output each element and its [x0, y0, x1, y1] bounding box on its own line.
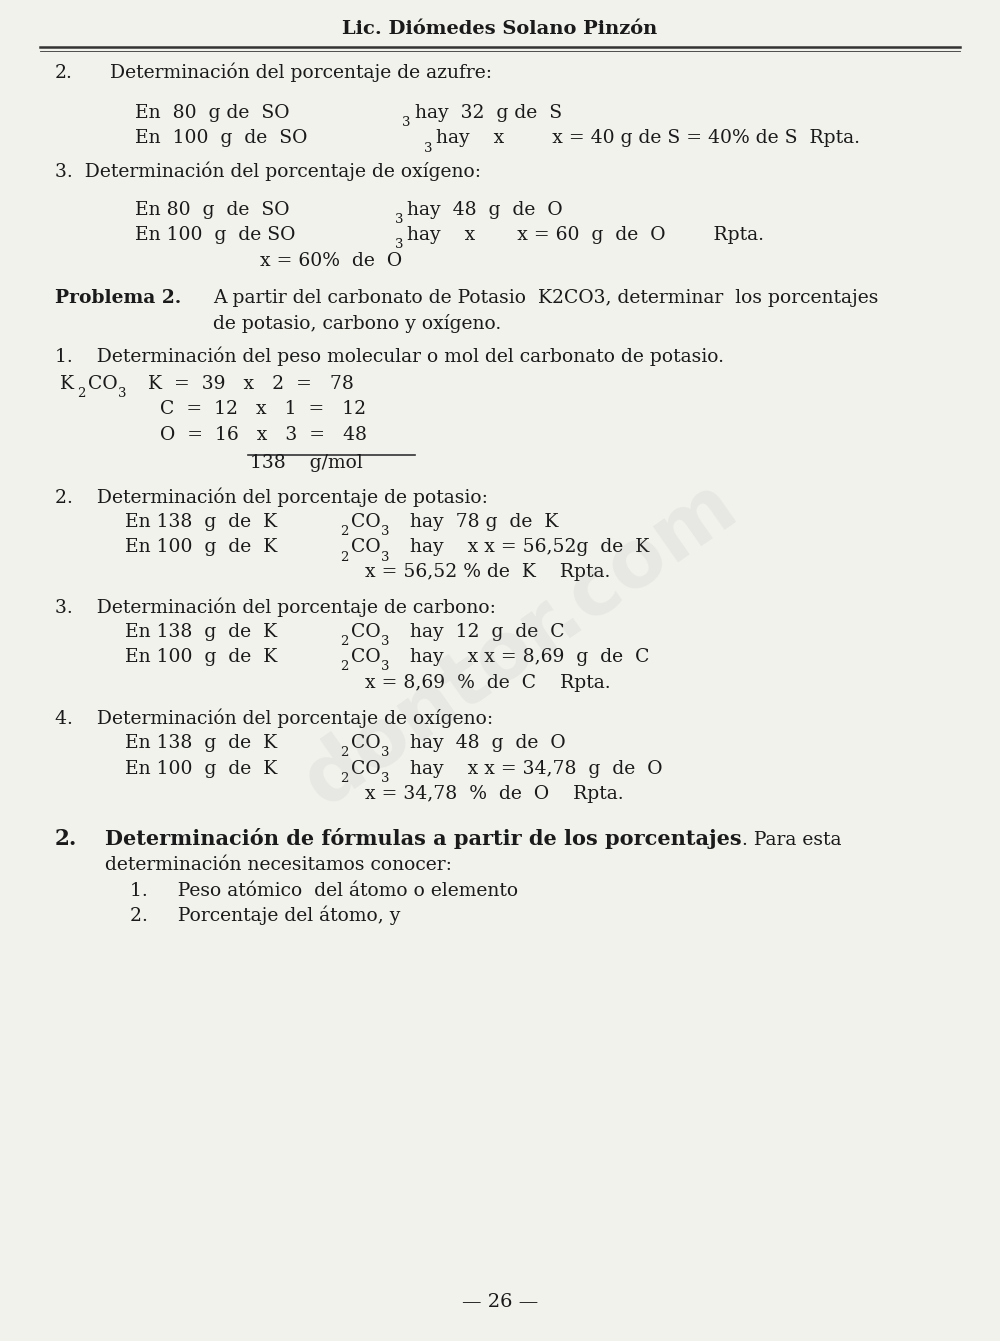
Text: Determinación del porcentaje de azufre:: Determinación del porcentaje de azufre:	[110, 62, 492, 82]
Text: 3.    Determinación del porcentaje de carbono:: 3. Determinación del porcentaje de carbo…	[55, 597, 496, 617]
Text: — 26 —: — 26 —	[462, 1294, 538, 1311]
Text: CO: CO	[351, 735, 381, 752]
Text: 2: 2	[340, 747, 348, 759]
Text: CO: CO	[351, 624, 381, 641]
Text: En 80  g  de  SO: En 80 g de SO	[135, 201, 290, 219]
Text: 2: 2	[340, 661, 348, 673]
Text: 2.: 2.	[55, 827, 77, 850]
Text: Problema 2.: Problema 2.	[55, 290, 181, 307]
Text: K: K	[60, 375, 74, 393]
Text: 3: 3	[381, 526, 390, 538]
Text: 2: 2	[77, 388, 85, 400]
Text: hay  78 g  de  K: hay 78 g de K	[392, 514, 558, 531]
Text: 3: 3	[381, 772, 390, 784]
Text: 3: 3	[395, 239, 404, 251]
Text: C  =  12   x   1  =   12: C = 12 x 1 = 12	[160, 401, 366, 418]
Text: hay  12  g  de  C: hay 12 g de C	[392, 624, 565, 641]
Text: hay    x        x = 40 g de S = 40% de S  Rpta.: hay x x = 40 g de S = 40% de S Rpta.	[436, 130, 860, 148]
Text: 3: 3	[381, 551, 390, 563]
Text: En 100  g  de  K: En 100 g de K	[125, 760, 277, 778]
Text: x = 56,52 % de  K    Rpta.: x = 56,52 % de K Rpta.	[365, 563, 610, 581]
Text: hay  48  g  de  O: hay 48 g de O	[392, 735, 566, 752]
Text: . Para esta: . Para esta	[742, 831, 842, 849]
Text: En 138  g  de  K: En 138 g de K	[125, 514, 277, 531]
Text: hay  32  g de  S: hay 32 g de S	[415, 105, 562, 122]
Text: CO: CO	[351, 514, 381, 531]
Text: hay    x x = 8,69  g  de  C: hay x x = 8,69 g de C	[392, 649, 650, 666]
Text: 1.    Determinación del peso molecular o mol del carbonato de potasio.: 1. Determinación del peso molecular o mo…	[55, 346, 724, 366]
Text: 2: 2	[340, 636, 348, 648]
Text: K  =  39   x   2  =   78: K = 39 x 2 = 78	[130, 375, 354, 393]
Text: 3.  Determinación del porcentaje de oxígeno:: 3. Determinación del porcentaje de oxíge…	[55, 161, 481, 181]
Text: Lic. Diómedes Solano Pinzón: Lic. Diómedes Solano Pinzón	[342, 20, 658, 38]
Text: En 138  g  de  K: En 138 g de K	[125, 624, 277, 641]
Text: dontor.com: dontor.com	[289, 465, 751, 822]
Text: 3: 3	[424, 142, 432, 154]
Text: x = 60%  de  O: x = 60% de O	[260, 252, 402, 270]
Text: A partir del carbonato de Potasio  K2CO3, determinar  los porcentajes: A partir del carbonato de Potasio K2CO3,…	[213, 290, 878, 307]
Text: En 100  g  de  K: En 100 g de K	[125, 649, 277, 666]
Text: hay  48  g  de  O: hay 48 g de O	[407, 201, 563, 219]
Text: CO: CO	[351, 649, 381, 666]
Text: 1.     Peso atómico  del átomo o elemento: 1. Peso atómico del átomo o elemento	[130, 882, 518, 900]
Text: 3: 3	[395, 213, 404, 225]
Text: 2: 2	[340, 526, 348, 538]
Text: CO: CO	[351, 760, 381, 778]
Text: En 138  g  de  K: En 138 g de K	[125, 735, 277, 752]
Text: x = 8,69  %  de  C    Rpta.: x = 8,69 % de C Rpta.	[365, 675, 611, 692]
Text: 138    g/mol: 138 g/mol	[250, 455, 363, 472]
Text: hay    x x = 56,52g  de  K: hay x x = 56,52g de K	[392, 539, 649, 557]
Text: determinación necesitamos conocer:: determinación necesitamos conocer:	[105, 857, 452, 874]
Text: hay    x x = 34,78  g  de  O: hay x x = 34,78 g de O	[392, 760, 662, 778]
Text: 3: 3	[118, 388, 126, 400]
Text: 2.: 2.	[55, 64, 73, 82]
Text: CO: CO	[88, 375, 118, 393]
Text: 3: 3	[381, 636, 390, 648]
Text: 3: 3	[381, 661, 390, 673]
Text: 2: 2	[340, 551, 348, 563]
Text: En  80  g de  SO: En 80 g de SO	[135, 105, 290, 122]
Text: 2.     Porcentaje del átomo, y: 2. Porcentaje del átomo, y	[130, 905, 400, 925]
Text: CO: CO	[351, 539, 381, 557]
Text: En 100  g  de SO: En 100 g de SO	[135, 227, 295, 244]
Text: En 100  g  de  K: En 100 g de K	[125, 539, 277, 557]
Text: O  =  16   x   3  =   48: O = 16 x 3 = 48	[160, 426, 367, 444]
Text: hay    x       x = 60  g  de  O        Rpta.: hay x x = 60 g de O Rpta.	[407, 227, 764, 244]
Text: Determinación de fórmulas a partir de los porcentajes: Determinación de fórmulas a partir de lo…	[105, 827, 742, 849]
Text: 4.    Determinación del porcentaje de oxígeno:: 4. Determinación del porcentaje de oxíge…	[55, 708, 493, 728]
Text: de potasio, carbono y oxígeno.: de potasio, carbono y oxígeno.	[213, 314, 501, 333]
Text: 2.    Determinación del porcentaje de potasio:: 2. Determinación del porcentaje de potas…	[55, 487, 488, 507]
Text: x = 34,78  %  de  O    Rpta.: x = 34,78 % de O Rpta.	[365, 786, 624, 803]
Text: 3: 3	[381, 747, 390, 759]
Text: 3: 3	[402, 117, 411, 129]
Text: En  100  g  de  SO: En 100 g de SO	[135, 130, 307, 148]
Text: 2: 2	[340, 772, 348, 784]
